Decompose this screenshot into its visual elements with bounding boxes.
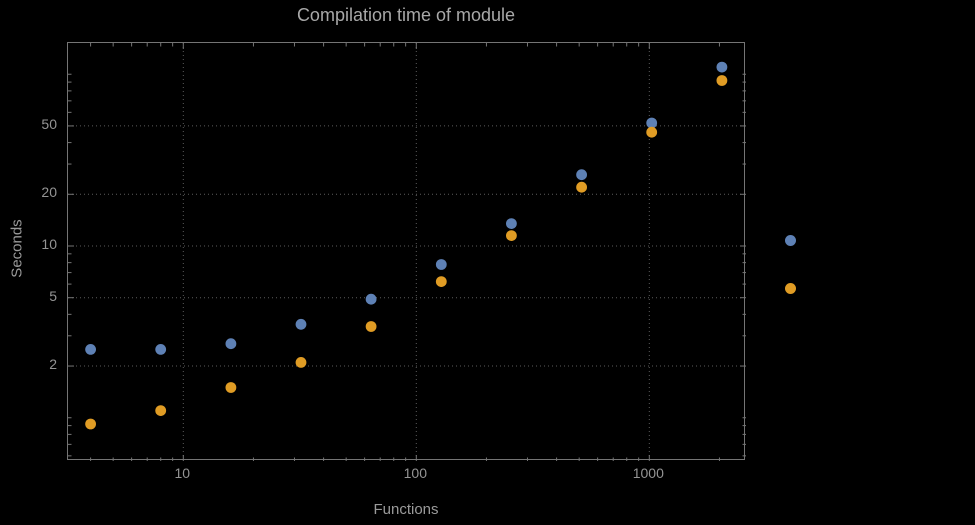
x-tick-label: 1000 — [632, 465, 664, 481]
data-point-blue — [155, 344, 167, 355]
data-point-orange — [435, 276, 447, 287]
y-tick-label: 5 — [49, 287, 57, 304]
y-tick-label: 2 — [49, 356, 57, 373]
legend — [785, 235, 805, 305]
x-axis-label: Functions — [373, 501, 439, 518]
data-point-orange — [365, 321, 377, 332]
data-point-orange — [576, 181, 587, 193]
data-point-blue — [576, 169, 587, 181]
data-point-orange — [85, 418, 96, 430]
plot-svg — [68, 43, 746, 461]
legend-marker-blue — [785, 235, 796, 246]
data-point-blue — [365, 293, 377, 305]
plot-area — [67, 42, 746, 461]
chart-title: Compilation time of module — [296, 5, 516, 25]
data-point-blue — [506, 218, 517, 230]
x-tick-label: 100 — [403, 465, 427, 481]
data-point-blue — [225, 338, 237, 350]
y-tick-label: 20 — [41, 184, 57, 201]
y-tick-label: 10 — [41, 235, 57, 252]
data-point-orange — [225, 382, 237, 393]
data-point-orange — [295, 357, 307, 368]
data-point-orange — [155, 405, 167, 416]
data-point-orange — [506, 230, 517, 242]
data-point-orange — [716, 75, 728, 86]
data-point-blue — [295, 318, 307, 330]
legend-marker-orange — [785, 283, 796, 294]
data-point-orange — [646, 126, 658, 138]
y-tick-label: 50 — [41, 115, 57, 132]
data-point-blue — [435, 259, 447, 270]
x-tick-label: 10 — [174, 465, 191, 481]
data-point-blue — [85, 344, 96, 355]
data-point-blue — [716, 61, 728, 73]
data-point-blue — [646, 117, 658, 129]
